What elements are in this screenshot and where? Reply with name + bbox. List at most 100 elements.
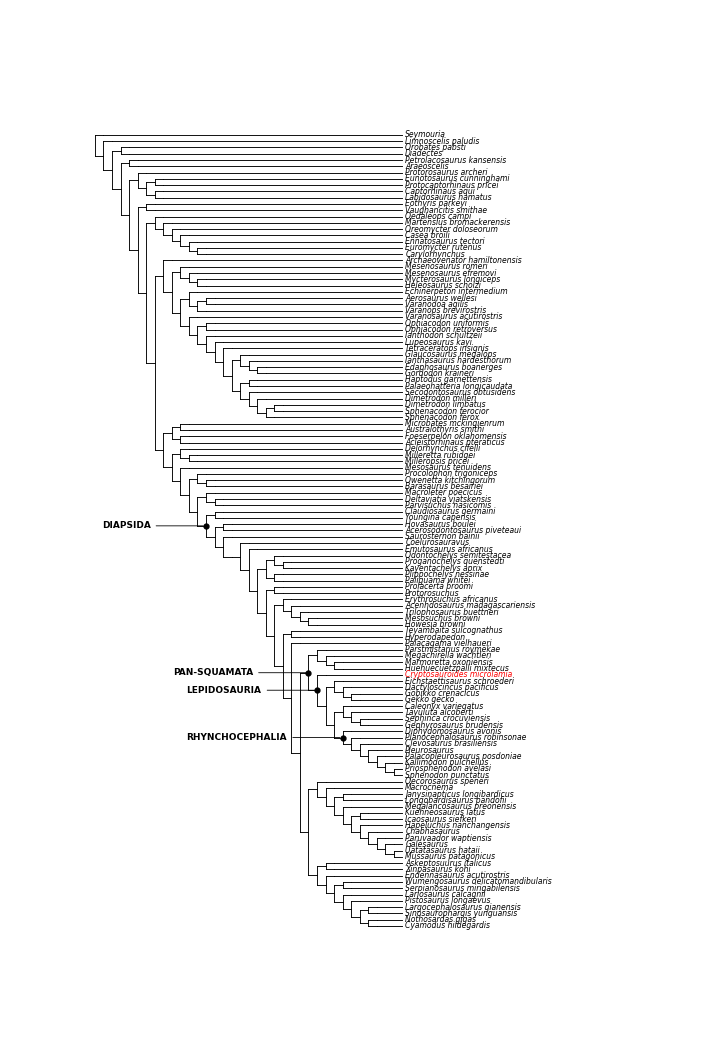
- Text: Vaughancitis smithae: Vaughancitis smithae: [405, 206, 488, 215]
- Text: Xinpasaurus kohi: Xinpasaurus kohi: [405, 864, 471, 874]
- Text: Odontochelys semitestacea: Odontochelys semitestacea: [405, 551, 511, 560]
- Text: Serpianosaurus mirigabilensis: Serpianosaurus mirigabilensis: [405, 884, 520, 893]
- Text: Plippochelys nessinae: Plippochelys nessinae: [405, 570, 489, 578]
- Text: Largocephalosaurus qianensis: Largocephalosaurus qianensis: [405, 903, 521, 911]
- Text: Casea broili: Casea broili: [405, 231, 450, 240]
- Text: Deltavjatia vjatskensis: Deltavjatia vjatskensis: [405, 495, 491, 503]
- Text: Aerosaurus wellesi: Aerosaurus wellesi: [405, 293, 477, 303]
- Text: Eichstaettisaurus schroederi: Eichstaettisaurus schroederi: [405, 677, 514, 686]
- Text: Wumengosaurus delicatomandibularis: Wumengosaurus delicatomandibularis: [405, 878, 552, 886]
- Text: Gordodon kraineri: Gordodon kraineri: [405, 369, 474, 378]
- Text: Parvisuchus nasicomis: Parvisuchus nasicomis: [405, 501, 491, 509]
- Text: Cyamodus hildegardis: Cyamodus hildegardis: [405, 922, 490, 930]
- Text: Janysinapticus longibardicus: Janysinapticus longibardicus: [405, 789, 514, 799]
- Text: Labidosaurus hamatus: Labidosaurus hamatus: [405, 193, 492, 203]
- Text: Uatatasaurus hataii: Uatatasaurus hataii: [405, 846, 480, 855]
- Text: Archaeovenator hamiltonensis: Archaeovenator hamiltonensis: [405, 256, 522, 265]
- Text: Owenetta kitchingorum: Owenetta kitchingorum: [405, 476, 495, 484]
- Text: Secodontosaurus obtusidens: Secodontosaurus obtusidens: [405, 387, 516, 397]
- Text: Caleonyx variegatus: Caleonyx variegatus: [405, 702, 483, 711]
- Text: Milleropsis pricei: Milleropsis pricei: [405, 457, 469, 466]
- Text: Protorosaurus archeri: Protorosaurus archeri: [405, 168, 488, 177]
- Text: Marmoretta oxoniensis: Marmoretta oxoniensis: [405, 658, 493, 667]
- Text: Askeptosuurus italicus: Askeptosuurus italicus: [405, 858, 491, 868]
- Text: Procolophon trigoniceps: Procolophon trigoniceps: [405, 470, 498, 478]
- Text: Dactyloscincus pacificus: Dactyloscincus pacificus: [405, 683, 499, 692]
- Text: Proganochelys quenstedti: Proganochelys quenstedti: [405, 557, 505, 566]
- Text: Coelurosauravus: Coelurosauravus: [405, 539, 469, 547]
- Text: Nothosardas gigas: Nothosardas gigas: [405, 916, 476, 924]
- Text: Protorosuchus: Protorosuchus: [405, 589, 460, 598]
- Text: DIAPSIDA: DIAPSIDA: [102, 521, 203, 530]
- Text: Lariosaurus calcagnii: Lariosaurus calcagnii: [405, 891, 485, 899]
- Text: Macroleter poecicus: Macroleter poecicus: [405, 489, 483, 497]
- Text: Delorhynchus cifelli: Delorhynchus cifelli: [405, 445, 480, 453]
- Text: Oreomycter doloseorum: Oreomycter doloseorum: [405, 224, 498, 234]
- Text: Australothyris smithi: Australothyris smithi: [405, 426, 484, 434]
- Text: Endennasaurus acutirostris: Endennasaurus acutirostris: [405, 872, 510, 880]
- Text: Megalancosaurus preonensis: Megalancosaurus preonensis: [405, 802, 516, 811]
- Text: Glaucosaurus megalops: Glaucosaurus megalops: [405, 350, 497, 359]
- Text: Eothyris parkeyi: Eothyris parkeyi: [405, 199, 467, 209]
- Text: Diadectes: Diadectes: [405, 149, 443, 159]
- Text: Hapeluchus nanchangensis: Hapeluchus nanchangensis: [405, 821, 511, 830]
- Text: Carylorhynchus: Carylorhynchus: [405, 250, 465, 259]
- Text: Parstmistarius roymekae: Parstmistarius roymekae: [405, 645, 500, 655]
- Text: Eunotosaurus cunninghami: Eunotosaurus cunninghami: [405, 174, 510, 184]
- Text: Pistosaurus longaevus: Pistosaurus longaevus: [405, 897, 490, 905]
- Text: Oedaleops campi: Oedaleops campi: [405, 212, 471, 221]
- Text: Microbates mckingienrum: Microbates mckingienrum: [405, 420, 505, 428]
- Text: Ianthodon schultzeii: Ianthodon schultzeii: [405, 331, 483, 340]
- Text: RHYNCHOCEPHALIA: RHYNCHOCEPHALIA: [187, 733, 340, 742]
- Text: PAN-SQUAMATA: PAN-SQUAMATA: [173, 668, 306, 678]
- Text: Paliguama whitei: Paliguama whitei: [405, 576, 470, 585]
- Text: Mycterosaurus longiceps: Mycterosaurus longiceps: [405, 275, 500, 284]
- Text: Echinerpeton intermedium: Echinerpeton intermedium: [405, 287, 508, 296]
- Text: Icaosaurus siefkeri: Icaosaurus siefkeri: [405, 814, 477, 824]
- Text: Tetraceratops insignis: Tetraceratops insignis: [405, 343, 489, 353]
- Text: Varanosaurus acutirostris: Varanosaurus acutirostris: [405, 312, 503, 322]
- Text: Seymouria: Seymouria: [405, 130, 446, 140]
- Text: LEPIDOSAURIA: LEPIDOSAURIA: [187, 686, 315, 694]
- Text: Sphenacodon ferocior: Sphenacodon ferocior: [405, 407, 489, 416]
- Text: Varanodoa agilis: Varanodoa agilis: [405, 300, 468, 309]
- Text: Kallimodon pulchellus: Kallimodon pulchellus: [405, 758, 488, 767]
- Text: Longobardisaurus pandofii: Longobardisaurus pandofii: [405, 796, 507, 805]
- Text: Mesenosaurus efremovi: Mesenosaurus efremovi: [405, 268, 497, 278]
- Text: Prolacerta broomi: Prolacerta broomi: [405, 583, 473, 592]
- Text: Palacopleurosaurus posdoniae: Palacopleurosaurus posdoniae: [405, 752, 522, 761]
- Text: Captorhinaus aqui: Captorhinaus aqui: [405, 187, 475, 196]
- Text: Barasaurus besairiei: Barasaurus besairiei: [405, 482, 483, 491]
- Text: Oecorosaurus speneri: Oecorosaurus speneri: [405, 777, 489, 786]
- Text: Saurosternon bainii: Saurosternon bainii: [405, 532, 480, 541]
- Text: Clevosaurus brasiliensis: Clevosaurus brasiliensis: [405, 739, 497, 749]
- Text: Howesia browni: Howesia browni: [405, 620, 465, 630]
- Text: Haptodus garnettensis: Haptodus garnettensis: [405, 375, 492, 384]
- Text: Hyperodapedon: Hyperodapedon: [405, 633, 466, 642]
- Text: Araeoscelis: Araeoscelis: [405, 162, 449, 171]
- Text: Foeserpelon oklahomensis: Foeserpelon oklahomensis: [405, 432, 507, 441]
- Text: Chabhasaurus: Chabhasaurus: [405, 827, 460, 836]
- Text: Mesosuchus browni: Mesosuchus browni: [405, 614, 480, 623]
- Text: Mussaurus patagonicus: Mussaurus patagonicus: [405, 852, 495, 861]
- Text: Hovasaurus boulei: Hovasaurus boulei: [405, 520, 476, 528]
- Text: Lupeosaurus kayi: Lupeosaurus kayi: [405, 337, 472, 347]
- Text: Emutosaurus africanus: Emutosaurus africanus: [405, 545, 493, 553]
- Text: Ennatosaurus tectori: Ennatosaurus tectori: [405, 237, 485, 246]
- Text: Tayuluta alcoberti: Tayuluta alcoberti: [405, 708, 473, 717]
- Text: Edaphosaurus boanerges: Edaphosaurus boanerges: [405, 362, 503, 372]
- Text: Sphenacodon ferox: Sphenacodon ferox: [405, 413, 479, 422]
- Text: Varanops brevirostris: Varanops brevirostris: [405, 306, 486, 315]
- Text: Megachirella wachtleri: Megachirella wachtleri: [405, 651, 492, 661]
- Text: Galesaurus: Galesaurus: [405, 839, 448, 849]
- Text: Martensius bromackerensis: Martensius bromackerensis: [405, 218, 511, 228]
- Text: Palaeohatteria longicaudata: Palaeohatteria longicaudata: [405, 381, 513, 390]
- Text: Priosphenodon avelasi: Priosphenodon avelasi: [405, 764, 491, 774]
- Text: Ianthasaurus hardesthorum: Ianthasaurus hardesthorum: [405, 356, 511, 365]
- Text: Limnoscelis paludis: Limnoscelis paludis: [405, 137, 480, 146]
- Text: Cryptosauroides microlamia: Cryptosauroides microlamia: [405, 670, 513, 680]
- Text: Paruvaador waptiensis: Paruvaador waptiensis: [405, 833, 492, 843]
- Text: Diphydomosaurus avonis: Diphydomosaurus avonis: [405, 727, 502, 736]
- Text: Euromycter rutenus: Euromycter rutenus: [405, 243, 482, 253]
- Text: Palacagama vielhaueri: Palacagama vielhaueri: [405, 639, 492, 648]
